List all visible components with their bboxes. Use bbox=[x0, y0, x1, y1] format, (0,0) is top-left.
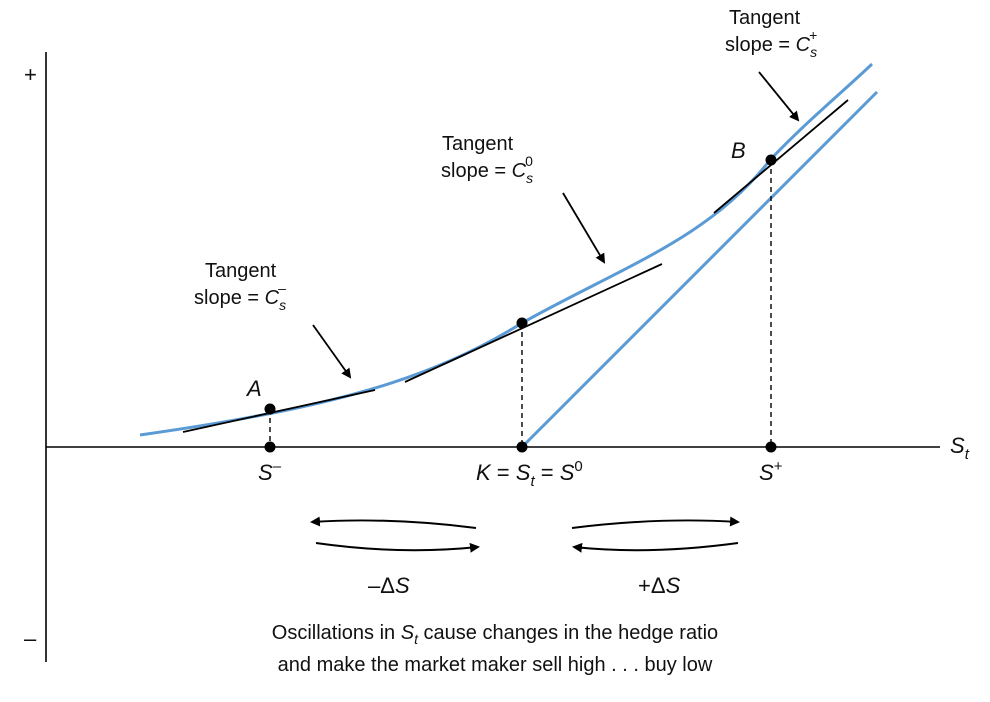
pointer-arrow-plus bbox=[758, 71, 800, 122]
svg-text:Tangent: Tangent bbox=[205, 260, 277, 282]
intrinsic-value-line bbox=[520, 90, 879, 449]
svg-text:slope = Cs–: slope = Cs– bbox=[194, 280, 286, 313]
oscillation-arrow-left-top bbox=[310, 516, 477, 529]
point-k-axis bbox=[516, 441, 528, 453]
oscillation-arrow-right-bottom bbox=[572, 542, 739, 553]
tangent-label-zero: Tangent slope = Cs0 bbox=[441, 133, 533, 186]
point-a bbox=[264, 403, 276, 415]
tangent-line-b bbox=[713, 99, 849, 214]
tangent-line-k bbox=[404, 263, 663, 383]
oscillation-arrow-right-top bbox=[571, 516, 740, 529]
svg-text:slope = Cs0: slope = Cs0 bbox=[441, 153, 533, 186]
point-k-curve bbox=[516, 317, 528, 329]
y-axis-minus-label: – bbox=[24, 626, 37, 651]
svg-text:slope = Cs+: slope = Cs+ bbox=[725, 27, 817, 60]
svg-text:Tangent: Tangent bbox=[442, 133, 514, 155]
pointer-arrow-minus bbox=[312, 324, 352, 379]
caption: Oscillations in St cause changes in the … bbox=[0, 620, 990, 678]
x-axis-label: St bbox=[950, 433, 970, 463]
caption-line-1: Oscillations in St cause changes in the … bbox=[271, 622, 719, 647]
point-s-plus bbox=[765, 441, 777, 453]
tangent-label-plus: Tangent slope = Cs+ bbox=[725, 7, 817, 60]
oscillation-arrow-left-bottom bbox=[315, 542, 480, 553]
point-a-label: A bbox=[245, 376, 262, 401]
tick-label-k: K = St = S0 bbox=[476, 458, 583, 490]
pointer-arrow-zero bbox=[562, 192, 606, 264]
tick-label-s-minus: S– bbox=[258, 458, 282, 485]
point-b-label: B bbox=[731, 138, 746, 163]
y-axis-plus-label: + bbox=[24, 62, 37, 87]
tick-label-s-plus: S+ bbox=[759, 458, 783, 485]
caption-line-2: and make the market maker sell high . . … bbox=[277, 654, 713, 676]
svg-text:Tangent: Tangent bbox=[729, 7, 801, 29]
delta-s-minus-label: –ΔS bbox=[368, 573, 410, 598]
point-s-minus bbox=[264, 441, 276, 453]
tangent-label-minus: Tangent slope = Cs– bbox=[194, 260, 286, 313]
delta-s-plus-label: +ΔS bbox=[638, 573, 681, 598]
tangent-line-a bbox=[182, 389, 376, 433]
point-b bbox=[765, 154, 777, 166]
